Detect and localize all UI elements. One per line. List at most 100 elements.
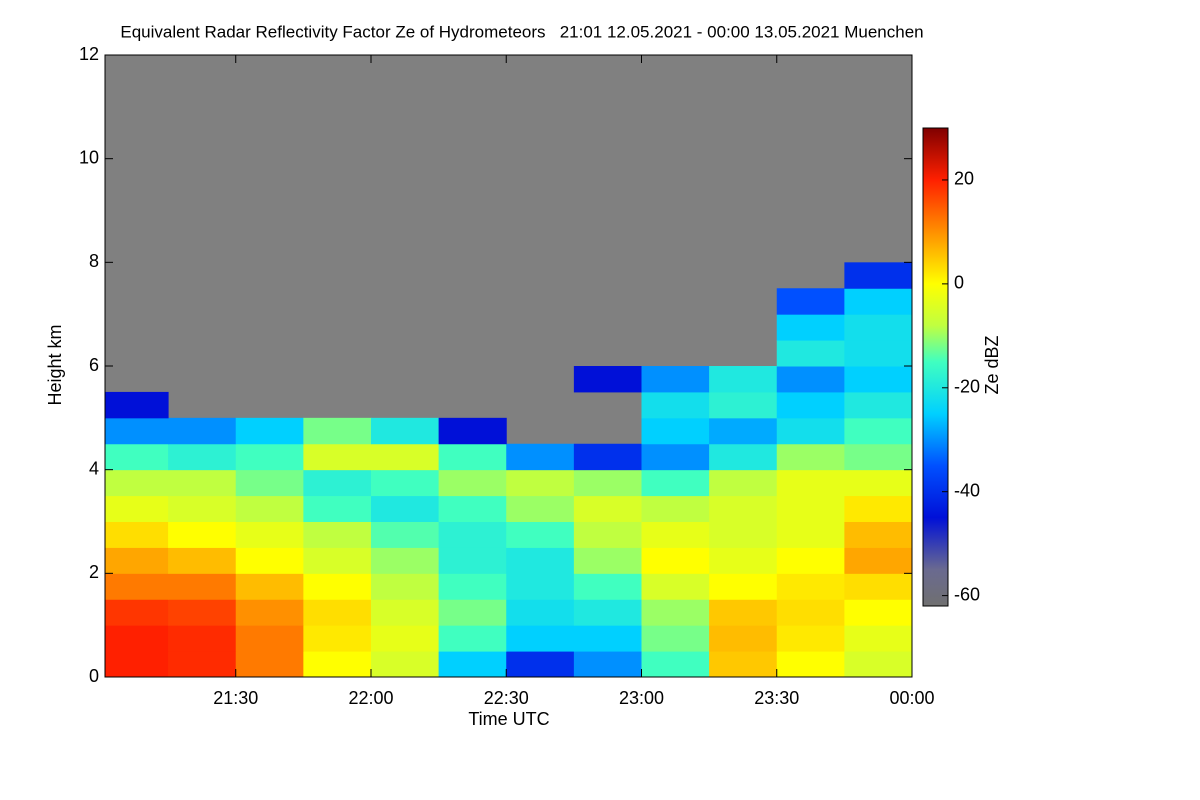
heatmap-cell [235, 573, 304, 600]
heatmap-cell [709, 469, 778, 497]
heatmap-cell [573, 495, 642, 522]
y-tick-label: 6 [89, 355, 99, 375]
heatmap-cell [235, 469, 304, 497]
heatmap-cell [235, 625, 304, 652]
heatmap-cell [573, 599, 642, 626]
heatmap-cell [105, 521, 169, 548]
heatmap-cell [506, 443, 575, 471]
x-tick-label: 23:00 [619, 688, 664, 708]
heatmap-cell [303, 547, 372, 574]
heatmap-cell [105, 625, 169, 652]
heatmap-cell [776, 314, 845, 341]
heatmap-cell [438, 495, 507, 522]
heatmap-cell [303, 625, 372, 652]
heatmap-cell [709, 366, 778, 393]
heatmap-cell [235, 417, 304, 445]
colorbar-label: Ze dBZ [982, 335, 1002, 394]
heatmap-cell [235, 547, 304, 574]
heatmap-cell [506, 495, 575, 522]
heatmap-cell [370, 547, 440, 574]
heatmap-cell [776, 391, 845, 419]
heatmap-cell [370, 521, 440, 548]
colorbar-tick-label: -20 [954, 377, 980, 397]
heatmap-cell [235, 443, 304, 471]
heatmap-cell [641, 573, 710, 600]
heatmap-cell [776, 366, 845, 393]
heatmap-cell [709, 495, 778, 522]
heatmap-cell [844, 391, 913, 419]
heatmap-cell [438, 547, 507, 574]
heatmap-cell [844, 495, 913, 522]
heatmap-cell [709, 391, 778, 419]
heatmap-cell [303, 469, 372, 497]
x-tick-label: 00:00 [889, 688, 934, 708]
heatmap-cell [105, 573, 169, 600]
heatmap-cell [506, 573, 575, 600]
y-tick-label: 10 [79, 147, 99, 167]
heatmap-cell [370, 599, 440, 626]
heatmap-cell [303, 495, 372, 522]
colorbar-tick-label: 0 [954, 273, 964, 293]
x-tick-label: 23:30 [754, 688, 799, 708]
heatmap-cell [573, 651, 642, 678]
heatmap-cell [105, 651, 169, 678]
heatmap-cell [438, 469, 507, 497]
heatmap-cell [438, 443, 507, 471]
x-tick-label: 22:30 [484, 688, 529, 708]
heatmap-cell [641, 651, 710, 678]
heatmap-cell [844, 417, 913, 445]
heatmap-cell [776, 340, 845, 367]
heatmap-cell [438, 521, 507, 548]
chart-title: Equivalent Radar Reflectivity Factor Ze … [120, 22, 923, 41]
heatmap-cell [105, 391, 169, 419]
heatmap-cell [573, 573, 642, 600]
heatmap-cell [438, 573, 507, 600]
heatmap-cell [235, 599, 304, 626]
heatmap-cell [844, 366, 913, 393]
heatmap-cell [506, 547, 575, 574]
colorbar-tick-label: 20 [954, 169, 974, 189]
heatmap-cell [641, 625, 710, 652]
heatmap-cell [573, 366, 642, 393]
heatmap-cell [641, 469, 710, 497]
heatmap-cell [506, 651, 575, 678]
heatmap-cell [709, 521, 778, 548]
heatmap-cell [844, 288, 913, 315]
heatmap-cell [844, 340, 913, 367]
heatmap-cell [844, 651, 913, 678]
heatmap-cell [776, 469, 845, 497]
heatmap-cell [303, 573, 372, 600]
y-tick-label: 0 [89, 666, 99, 686]
heatmap-cell [168, 469, 237, 497]
heatmap-cell [303, 443, 372, 471]
heatmap-cell [506, 469, 575, 497]
heatmap-cell [235, 495, 304, 522]
heatmap-cell [641, 547, 710, 574]
heatmap-cell [844, 262, 913, 289]
heatmap-cell [438, 651, 507, 678]
heatmap-cell [844, 469, 913, 497]
heatmap-cell [105, 443, 169, 471]
colorbar-tick-label: -60 [954, 584, 980, 604]
heatmap-cell [168, 573, 237, 600]
heatmap-cell [105, 417, 169, 445]
heatmap-cell [105, 495, 169, 522]
heatmap-cell [370, 469, 440, 497]
heatmap-cell [776, 625, 845, 652]
heatmap-cell [776, 288, 845, 315]
heatmap-cell [168, 599, 237, 626]
heatmap-cell [709, 417, 778, 445]
heatmap-cell [303, 417, 372, 445]
heatmap-cell [844, 547, 913, 574]
heatmap-cell [776, 573, 845, 600]
heatmap-cell [844, 443, 913, 471]
heatmap-cell [709, 443, 778, 471]
heatmap-cell [235, 651, 304, 678]
heatmap-cell [844, 625, 913, 652]
heatmap-cell [168, 443, 237, 471]
heatmap-cell [370, 417, 440, 445]
heatmap-cell [776, 599, 845, 626]
heatmap-cell [303, 651, 372, 678]
heatmap-cell [776, 651, 845, 678]
